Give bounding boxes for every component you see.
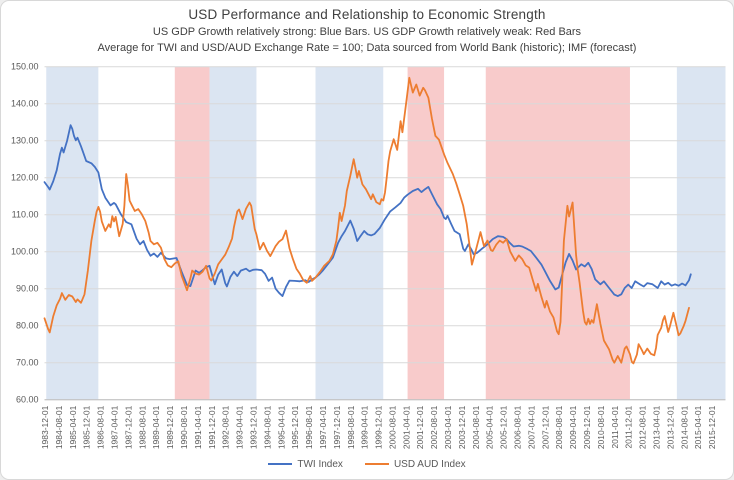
x-axis-tick-label: 2000-08-01	[387, 405, 397, 449]
legend-item-twi-index[interactable]: TWI Index	[268, 459, 343, 470]
y-axis-tick-label: 110.00	[12, 210, 39, 220]
x-axis-tick-label: 2013-12-01	[665, 405, 675, 449]
y-axis-tick-label: 90.00	[16, 284, 39, 294]
twi-line-swatch	[268, 463, 293, 465]
x-axis-tick-label: 1995-04-01	[276, 405, 286, 449]
y-axis-tick-label: 150.00	[11, 62, 39, 72]
x-axis-tick-label: 2009-04-01	[568, 405, 578, 449]
x-axis-tick-label: 2013-04-01	[652, 405, 662, 449]
y-axis-tick-label: 140.00	[11, 99, 39, 109]
x-axis-tick-label: 1985-12-01	[82, 405, 92, 449]
x-axis-tick-label: 2014-08-01	[679, 405, 689, 449]
usd-aud-index-line	[43, 76, 690, 365]
y-axis-tick-label: 120.00	[11, 173, 39, 183]
y-axis-tick-label: 70.00	[16, 358, 39, 368]
x-axis-tick-label: 2005-12-01	[499, 405, 509, 449]
x-axis-tick-label: 2005-04-01	[485, 405, 495, 449]
chart-title: USD Performance and Relationship to Econ…	[188, 7, 546, 22]
x-axis-tick-label: 1990-08-01	[179, 405, 189, 449]
x-axis-tick-label: 2006-08-01	[513, 405, 523, 449]
gdp-strong-band	[46, 66, 99, 400]
x-axis-tick-label: 2015-04-01	[693, 405, 703, 449]
x-axis-tick-label: 2009-12-01	[582, 405, 592, 449]
x-axis-tick-label: 1992-08-01	[221, 405, 231, 449]
x-axis-tick-label: 1987-04-01	[109, 405, 119, 449]
gdp-weak-band	[407, 66, 445, 400]
x-axis-tick-label: 1989-04-01	[151, 405, 161, 449]
x-axis-tick-label: 2015-12-01	[707, 405, 717, 449]
x-axis-tick-label: 1999-12-01	[374, 405, 384, 449]
x-axis-tick-label: 2001-12-01	[415, 405, 425, 449]
x-axis-tick-label: 1996-08-01	[304, 405, 314, 449]
x-axis-tick-label: 1983-12-01	[40, 405, 50, 449]
usd-aud-line-swatch	[364, 463, 389, 465]
x-axis-tick-label: 1991-12-01	[207, 405, 217, 449]
gdp-strong-band	[676, 66, 726, 400]
x-axis-tick-label: 1999-04-01	[360, 405, 370, 449]
twi-index-line	[43, 124, 692, 298]
x-axis-tick-label: 1997-12-01	[332, 405, 342, 449]
x-axis-tick-label: 1991-04-01	[193, 405, 203, 449]
x-axis-tick-label: 1984-08-01	[54, 405, 64, 449]
x-axis-tick-label: 1986-08-01	[96, 405, 106, 449]
y-axis-tick-label: 100.00	[11, 247, 39, 257]
x-axis-tick-label: 2001-04-01	[401, 405, 411, 449]
y-axis-tick-label: 80.00	[16, 321, 39, 331]
x-axis-tick-label: 2011-04-01	[610, 405, 620, 448]
x-axis-tick-label: 1997-04-01	[318, 405, 328, 449]
x-axis-tick-label: 1993-04-01	[235, 405, 245, 449]
gdp-strong-band	[315, 66, 384, 400]
legend: TWI Index USD AUD Index	[1, 455, 733, 473]
legend-item-usd-aud-index[interactable]: USD AUD Index	[364, 458, 466, 470]
chart-subtitle-sources: Average for TWI and USD/AUD Exchange Rat…	[97, 42, 637, 54]
x-axis-tick-label: 1985-04-01	[68, 405, 78, 449]
x-axis-tick-label: 2007-12-01	[540, 405, 550, 449]
gdp-weak-band	[174, 66, 210, 400]
x-axis-tick-label: 2007-04-01	[526, 405, 536, 449]
y-axis-tick-label: 130.00	[11, 136, 39, 146]
x-axis-tick-label: 1989-12-01	[165, 405, 175, 449]
legend-label-twi: TWI Index	[297, 458, 343, 470]
legend-label-usd-aud: USD AUD Index	[393, 458, 466, 470]
y-axis-tick-label: 60.00	[16, 395, 39, 405]
x-axis-tick-label: 1995-12-01	[290, 405, 300, 449]
x-axis-tick-label: 2003-12-01	[457, 405, 467, 449]
chart-subtitle-strong-weak: US GDP Growth relatively strong: Blue Ba…	[152, 26, 582, 38]
x-axis-tick-label: 1988-08-01	[137, 405, 147, 449]
x-axis-tick-label: 2008-08-01	[554, 405, 564, 449]
x-axis-tick-label: 1998-08-01	[346, 405, 356, 449]
x-axis-tick-label: 2003-04-01	[443, 405, 453, 449]
x-axis-tick-label: 1987-12-01	[123, 405, 133, 449]
x-axis-tick-label: 2012-08-01	[638, 405, 648, 449]
x-axis-tick-label: 1994-08-01	[262, 405, 272, 449]
x-axis-tick-label: 2010-08-01	[596, 405, 606, 449]
x-axis-tick-label: 2011-12-01	[624, 405, 634, 448]
x-axis-tick-label: 1993-12-01	[248, 405, 258, 449]
x-axis-tick-label: 2004-08-01	[471, 405, 481, 449]
x-axis-tick-label: 2002-08-01	[429, 405, 439, 449]
